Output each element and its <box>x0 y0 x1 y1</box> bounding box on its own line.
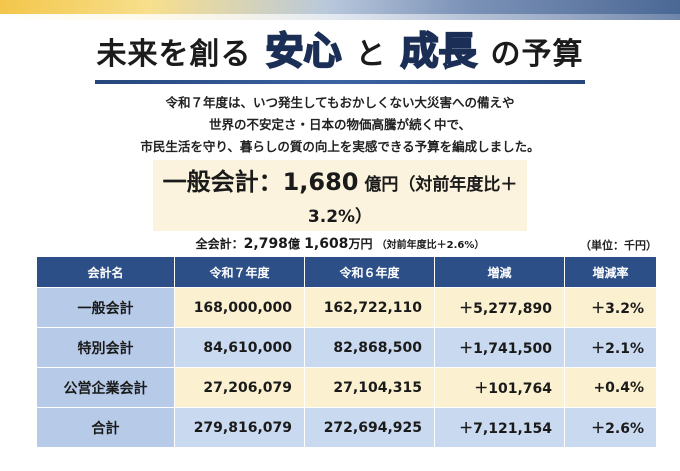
table-row-total: 合計 279,816,079 272,694,925 ＋7,121,154 ＋2… <box>36 407 657 448</box>
title-highlight-seicho: 成長 <box>399 28 477 74</box>
general-amount: 1,680 <box>282 168 359 196</box>
row-account-name: 公営企業会計 <box>36 367 175 408</box>
description-line-3: 市民生活を守り、暮らしの質の向上を実感できる予算を編成しました。 <box>140 139 540 154</box>
title-underline <box>95 80 585 84</box>
total-account-summary: 全会計：2,798億 1,608万円 （対前年度比＋2.6%） <box>153 233 527 257</box>
table-row: 一般会計 168,000,000 162,722,110 ＋5,277,890 … <box>36 287 657 328</box>
row-change-rate: ＋2.6% <box>564 407 657 448</box>
title-suffix: の予算 <box>490 37 584 72</box>
row-account-name: 一般会計 <box>36 287 175 328</box>
row-change: ＋1,741,500 <box>434 327 565 368</box>
total-change: （対前年度比＋2.6%） <box>376 240 485 251</box>
general-account-summary: 一般会計：1,680 億円（対前年度比＋3.2%） <box>153 166 527 233</box>
budget-table: 会計名 令和７年度 令和６年度 増減 増減率 一般会計 168,000,000 … <box>36 256 657 448</box>
general-unit: 億円 <box>364 175 399 195</box>
row-change-rate: ＋3.2% <box>564 287 657 328</box>
row-fy-r6: 82,868,500 <box>304 327 435 368</box>
total-label: 全会計： <box>195 237 244 251</box>
header-account-name: 会計名 <box>36 256 175 288</box>
top-decorative-band <box>0 0 680 20</box>
budget-summary-box: 一般会計：1,680 億円（対前年度比＋3.2%） 全会計：2,798億 1,6… <box>153 160 527 252</box>
general-change: （対前年度比＋3.2%） <box>307 175 518 227</box>
header-change: 増減 <box>434 256 565 288</box>
row-change: ＋7,121,154 <box>434 407 565 448</box>
title-prefix: 未来を創る <box>96 37 252 72</box>
row-change: ＋5,277,890 <box>434 287 565 328</box>
description-line-1: 令和７年度は、いつ発生してもおかしくない大災害への備えや <box>165 95 515 110</box>
header-change-rate: 増減率 <box>564 256 657 288</box>
page-title: 未来を創る 安心 と 成長 の予算 <box>0 22 680 80</box>
table-row: 特別会計 84,610,000 82,868,500 ＋1,741,500 ＋2… <box>36 327 657 368</box>
table-header-row: 会計名 令和７年度 令和６年度 増減 増減率 <box>36 256 657 288</box>
total-oku: 2,798 <box>243 236 288 252</box>
row-fy-r6: 272,694,925 <box>304 407 435 448</box>
total-man: 1,608 <box>304 236 349 252</box>
row-fy-r7: 27,206,079 <box>174 367 305 408</box>
title-highlight-anshin: 安心 <box>264 28 342 74</box>
table-row: 公営企業会計 27,206,079 27,104,315 ＋101,764 +0… <box>36 367 657 408</box>
row-fy-r6: 162,722,110 <box>304 287 435 328</box>
row-account-name: 合計 <box>36 407 175 448</box>
row-change: ＋101,764 <box>434 367 565 408</box>
header-fy-r6: 令和６年度 <box>304 256 435 288</box>
title-connector: と <box>355 37 387 72</box>
description: 令和７年度は、いつ発生してもおかしくない大災害への備えや 世界の不安定さ・日本の… <box>0 92 680 158</box>
row-fy-r7: 279,816,079 <box>174 407 305 448</box>
total-oku-unit: 億 <box>287 237 300 251</box>
row-fy-r6: 27,104,315 <box>304 367 435 408</box>
row-change-rate: ＋2.1% <box>564 327 657 368</box>
header-fy-r7: 令和７年度 <box>174 256 305 288</box>
general-label: 一般会計： <box>162 168 283 196</box>
unit-note: （単位：千円） <box>580 239 657 252</box>
row-change-rate: +0.4% <box>564 367 657 408</box>
total-man-unit: 万円 <box>348 237 373 251</box>
row-account-name: 特別会計 <box>36 327 175 368</box>
row-fy-r7: 84,610,000 <box>174 327 305 368</box>
row-fy-r7: 168,000,000 <box>174 287 305 328</box>
description-line-2: 世界の不安定さ・日本の物価高騰が続く中で、 <box>208 117 471 132</box>
